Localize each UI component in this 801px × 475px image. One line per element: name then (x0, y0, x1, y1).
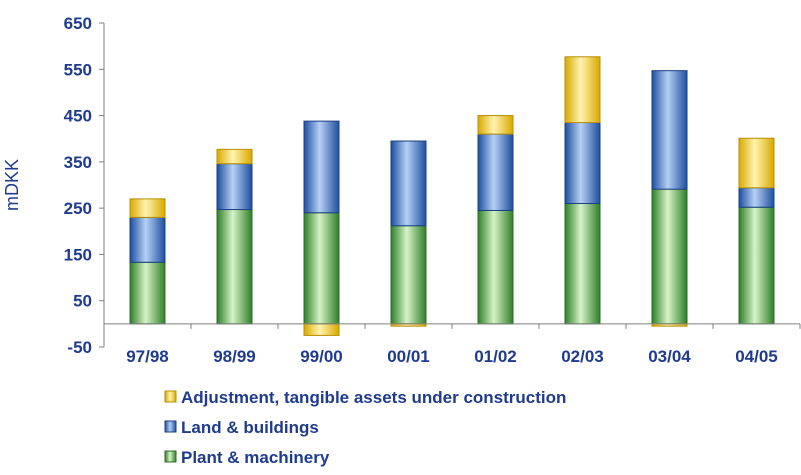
x-tick-label: 03/04 (648, 347, 691, 366)
y-tick-label: -50 (67, 338, 92, 357)
bar-segment (390, 140, 427, 227)
legend-swatch (164, 450, 177, 463)
legend: Adjustment, tangible assets under constr… (164, 388, 566, 467)
x-tick-label: 97/98 (126, 347, 169, 366)
bar-segment (651, 188, 688, 325)
y-tick-label: 550 (64, 60, 92, 79)
bar-segment (738, 137, 775, 189)
legend-swatch (164, 420, 177, 433)
legend-swatch (164, 390, 177, 403)
x-tick-label: 01/02 (474, 347, 517, 366)
bar-segment (129, 216, 166, 263)
bar-segment (477, 115, 514, 135)
y-tick-label: 50 (73, 292, 92, 311)
y-tick-label: 650 (64, 14, 92, 33)
bar-segment (390, 225, 427, 325)
y-axis-label: mDKK (2, 159, 22, 211)
bar-segment (216, 209, 253, 325)
y-tick-label: 150 (64, 245, 92, 264)
y-tick-label: 450 (64, 107, 92, 126)
y-axis: -50 50 150 250 350 450 550 650 (64, 14, 105, 357)
y-tick-label: 350 (64, 153, 92, 172)
x-tick-label: 98/99 (213, 347, 256, 366)
bar-segment (129, 198, 166, 218)
bar-segment (738, 206, 775, 325)
bar-segment (738, 187, 775, 208)
x-tick-label: 99/00 (300, 347, 343, 366)
bar-segment (477, 209, 514, 325)
bar-segment (303, 323, 340, 336)
bar-segment (216, 163, 253, 211)
bar-segment (216, 148, 253, 165)
legend-label: Plant & machinery (181, 448, 330, 467)
bar-segment (129, 261, 166, 325)
legend-label: Adjustment, tangible assets under constr… (181, 388, 566, 407)
x-tick-label: 00/01 (387, 347, 430, 366)
bar-segment (564, 122, 601, 205)
x-tick-label: 04/05 (735, 347, 778, 366)
bar-segment (564, 203, 601, 325)
bar-segment (651, 70, 688, 190)
bar-segment (477, 133, 514, 211)
bar-segment (303, 212, 340, 325)
plot-area (129, 56, 775, 336)
y-tick-label: 250 (64, 199, 92, 218)
x-tick-label: 02/03 (561, 347, 604, 366)
bar-segment (564, 56, 601, 124)
legend-label: Land & buildings (181, 418, 319, 437)
bar-segment (303, 120, 340, 214)
x-axis: 97/98 98/99 99/00 00/01 01/02 02/03 03/04 04/05 (103, 323, 801, 366)
